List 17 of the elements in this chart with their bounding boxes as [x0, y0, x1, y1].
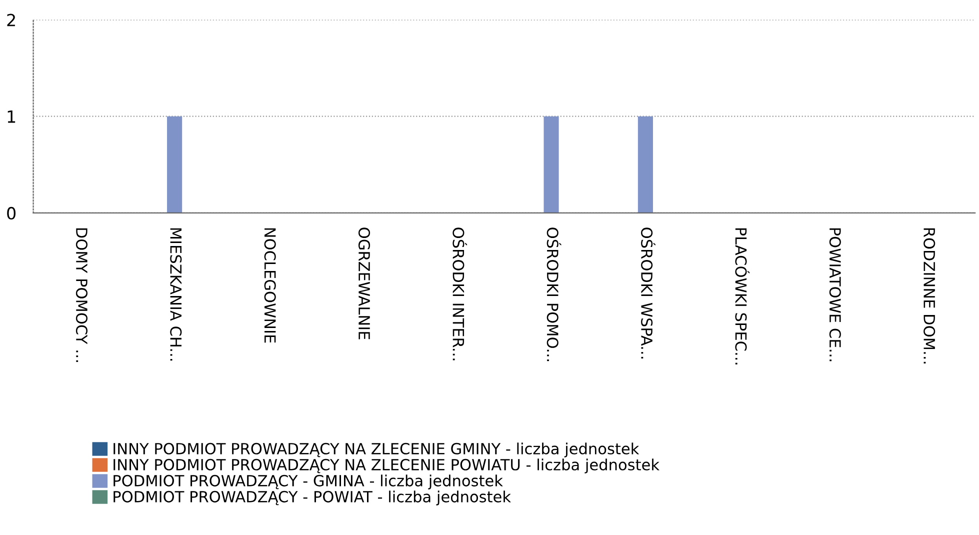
x-tick-label: OŚRODKI POMO... — [546, 228, 562, 362]
x-tick-label: OŚRODKI WSPA... — [641, 228, 656, 358]
y-tick-label: 1 — [8, 110, 16, 123]
x-tick-label: NOCLEGOWNIE — [264, 228, 276, 343]
y-tick-label: 0 — [7, 206, 16, 220]
x-tick-label: RODZINNE DOM... — [924, 228, 936, 364]
y-tick-label: 2 — [7, 14, 15, 26]
legend-label: INNY PODMIOT PROWADZĄCY NA ZLECENIE GMINY - liczba jednostek — [114, 442, 640, 458]
legend-label: PODMIOT PROWADZĄCY - GMINA - liczba jednostek — [114, 474, 503, 490]
legend-label: INNY PODMIOT PROWADZĄCY NA ZLECENIE POWIATU - liczba jednostek — [114, 458, 660, 474]
x-tick-label: DOMY POMOCY ... — [76, 228, 88, 362]
legend-label: PODMIOT PROWADZĄCY - POWIAT - liczba jednostek — [114, 490, 511, 506]
x-tick-label: OŚRODKI INTER... — [452, 228, 468, 360]
x-tick-label: POWIATOWE CE... — [829, 228, 841, 362]
x-tick-label: MIESZKANIA CH... — [170, 228, 182, 361]
x-tick-label: OGRZEWALNIE — [358, 228, 370, 340]
x-tick-label: PLACÓWKI SPEC... — [735, 228, 750, 364]
